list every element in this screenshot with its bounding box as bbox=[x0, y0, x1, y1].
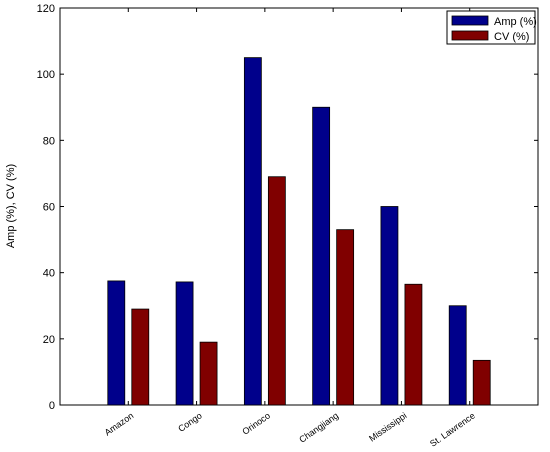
legend-label-cv: CV (%) bbox=[494, 31, 529, 43]
y-axis-title: Amp (%), CV (%) bbox=[5, 164, 17, 248]
bar-st-lawrence-s0 bbox=[448, 305, 467, 406]
y-tick-label: 100 bbox=[37, 69, 55, 81]
bar-amazon-s0 bbox=[107, 280, 126, 406]
x-tick-label: Orinoco bbox=[240, 410, 272, 436]
y-tick-label: 40 bbox=[43, 268, 55, 280]
y-tick-label: 120 bbox=[37, 3, 55, 15]
legend: Amp (%) CV (%) bbox=[446, 10, 537, 45]
y-axis: 0 20 40 60 80 100 120 bbox=[37, 3, 538, 412]
x-tick-label: Mississippi bbox=[367, 410, 408, 443]
bar-mississippi-s0 bbox=[380, 206, 399, 406]
bar-st-lawrence-s1 bbox=[472, 359, 491, 406]
x-tick-label: St. Lawrence bbox=[428, 410, 477, 448]
x-tick-label: Congo bbox=[176, 410, 203, 433]
y-tick-label: 20 bbox=[43, 334, 55, 346]
bars bbox=[107, 57, 491, 406]
legend-swatch-cv bbox=[451, 30, 489, 41]
bar-congo-s0 bbox=[175, 281, 194, 406]
x-tick-label: Changjiang bbox=[297, 410, 340, 444]
x-tick-label: Amazon bbox=[103, 410, 136, 437]
bar-orinoco-s0 bbox=[243, 57, 262, 406]
y-tick-label: 80 bbox=[43, 135, 55, 147]
bar-amazon-s1 bbox=[131, 308, 150, 406]
bar-congo-s1 bbox=[199, 341, 218, 406]
bar-mississippi-s1 bbox=[404, 283, 423, 406]
bar-orinoco-s1 bbox=[267, 176, 286, 406]
y-tick-label: 0 bbox=[49, 400, 55, 412]
legend-label-amp: Amp (%) bbox=[494, 16, 537, 28]
bar-changjiang-s1 bbox=[336, 229, 355, 406]
legend-swatch-amp bbox=[451, 15, 489, 26]
y-tick-label: 60 bbox=[43, 202, 55, 214]
bar-changjiang-s0 bbox=[312, 106, 331, 406]
